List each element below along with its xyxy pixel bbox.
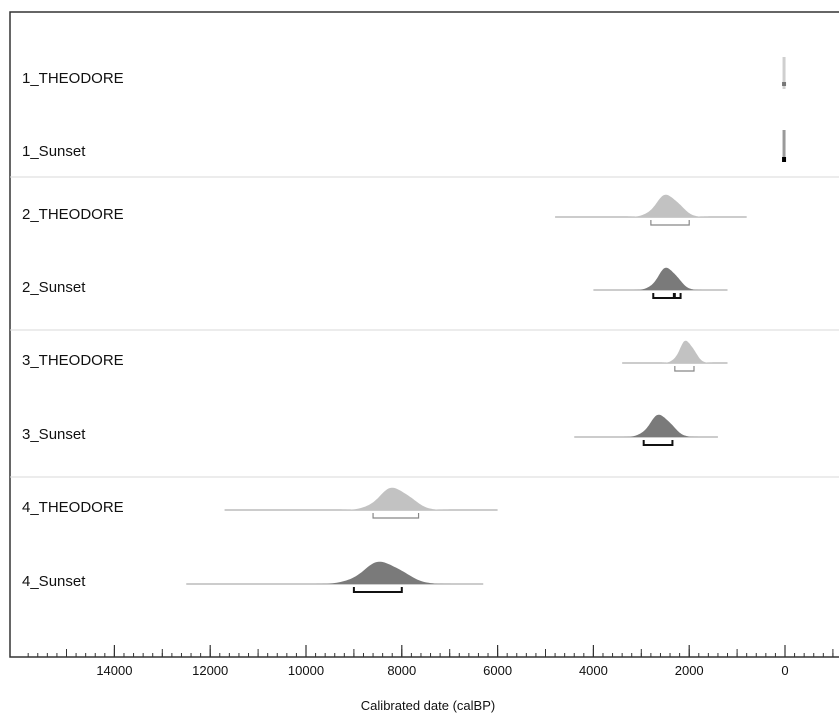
distribution-4_Sunset: [306, 561, 460, 584]
hpd-marker-1_THEODORE: [782, 82, 787, 86]
distribution-3_Sunset: [618, 414, 703, 437]
distribution-4_THEODORE: [333, 487, 456, 510]
hpd-bracket-3_Sunset-1: [642, 440, 674, 446]
series-1_Sunset: [782, 130, 787, 162]
hpd-bracket-2_Sunset-1: [652, 293, 675, 299]
x-tick-label-12000: 12000: [192, 663, 228, 678]
hpd-marker-1_Sunset: [782, 157, 787, 162]
distribution-2_THEODORE: [621, 194, 714, 217]
group-separators: [10, 176, 839, 478]
series-1_THEODORE: [782, 57, 787, 89]
series-2_Sunset: [593, 267, 728, 299]
row-label-3_Sunset: 3_Sunset: [22, 426, 86, 443]
distribution-1_THEODORE: [782, 57, 786, 89]
x-tick-label-10000: 10000: [288, 663, 324, 678]
x-axis-title: Calibrated date (calBP): [361, 698, 495, 713]
series-2_THEODORE: [555, 194, 747, 226]
x-tick-label-14000: 14000: [96, 663, 132, 678]
distribution-1_Sunset: [782, 130, 786, 162]
x-axis: 14000 12000 10000 8000 6000 4000 2000 0: [27, 645, 834, 678]
series-3_Sunset: [574, 414, 718, 446]
row-label-1_THEODORE: 1_THEODORE: [22, 70, 124, 87]
row-label-4_THEODORE: 4_THEODORE: [22, 499, 124, 516]
distribution-2_Sunset: [629, 267, 706, 290]
row-label-1_Sunset: 1_Sunset: [22, 143, 86, 160]
x-tick-label-0: 0: [781, 663, 788, 678]
row-label-3_THEODORE: 3_THEODORE: [22, 352, 124, 369]
plot-frame: [9, 11, 839, 658]
series-4_THEODORE: [224, 487, 498, 519]
hpd-bracket-4_Sunset-1: [352, 587, 403, 593]
hpd-bracket-2_Sunset-2: [673, 293, 682, 299]
row-labels: 1_THEODORE 1_Sunset 2_THEODORE 2_Sunset 3_TH…: [22, 70, 124, 590]
hpd-bracket-3_THEODORE-1: [674, 366, 695, 372]
hpd-bracket-2_THEODORE-1: [650, 220, 690, 226]
x-tick-label-8000: 8000: [387, 663, 416, 678]
series-layer: [186, 57, 787, 593]
x-tick-label-4000: 4000: [579, 663, 608, 678]
row-label-4_Sunset: 4_Sunset: [22, 573, 86, 590]
x-tick-label-6000: 6000: [483, 663, 512, 678]
x-tick-label-2000: 2000: [675, 663, 704, 678]
hpd-bracket-4_THEODORE-1: [372, 513, 420, 519]
series-3_THEODORE: [622, 340, 728, 372]
row-label-2_THEODORE: 2_THEODORE: [22, 206, 124, 223]
row-label-2_Sunset: 2_Sunset: [22, 279, 86, 296]
series-4_Sunset: [186, 561, 484, 593]
distribution-3_THEODORE: [658, 340, 716, 363]
